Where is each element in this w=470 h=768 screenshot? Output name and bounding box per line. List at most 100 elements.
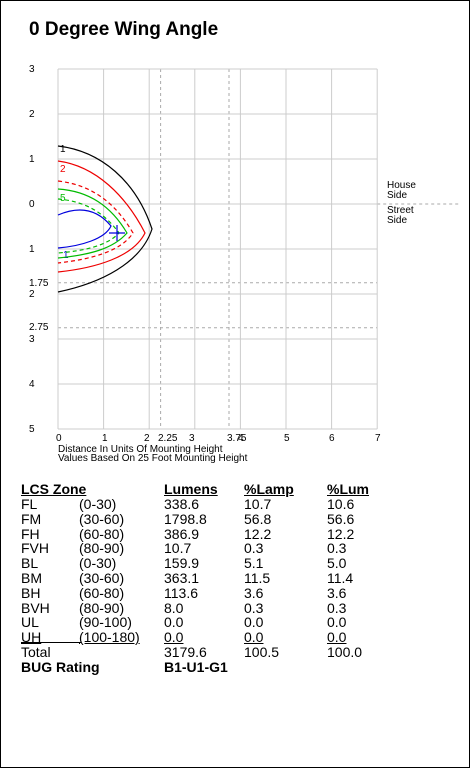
y-label: 2.75	[29, 322, 49, 333]
table-cell: 11.4	[327, 570, 354, 586]
table-cell: 0.0	[327, 614, 347, 631]
y-label: 2	[29, 289, 35, 300]
y-label: 5	[29, 424, 35, 435]
table-cell: 363.1	[164, 570, 200, 586]
curve-label: 1	[60, 144, 66, 155]
table-cell: 386.9	[164, 525, 200, 542]
table-cell: 3.6	[244, 584, 264, 601]
total-cell: 100.5	[244, 644, 280, 660]
y-label: 1.75	[29, 278, 49, 289]
y-label: 3	[29, 334, 35, 345]
table-cell: 56.6	[327, 510, 355, 527]
table-cell: FM	[21, 510, 42, 527]
table-cell: 5.1	[244, 555, 264, 572]
table-cell: BM	[21, 570, 42, 586]
table-cell: (60-80)	[79, 584, 125, 601]
table-cell: 0.3	[327, 599, 347, 616]
table-cell: 12.2	[244, 525, 272, 542]
y-label: 2	[29, 109, 35, 120]
table-cell: 10.7	[164, 540, 192, 557]
table-cell: (100-180)	[79, 629, 140, 646]
total-cell: 3179.6	[164, 644, 207, 660]
table-cell: 113.6	[164, 584, 198, 601]
table-cell: FL	[21, 496, 38, 512]
street-side: Street Side	[387, 205, 414, 226]
x-label: 2	[144, 433, 150, 444]
table-cell: 10.7	[244, 496, 272, 512]
table-cell: 0.0	[327, 629, 347, 646]
contour	[57, 188, 128, 259]
title: 0 Degree Wing Angle	[29, 19, 219, 40]
x-label: 3.75	[227, 433, 247, 444]
table-cell: (80-90)	[79, 540, 125, 557]
table-cell: (0-30)	[79, 555, 117, 572]
table-cell: 3.6	[327, 584, 347, 601]
table-cell: FVH	[21, 540, 49, 557]
table-cell: (80-90)	[79, 599, 125, 616]
y-label: 3	[29, 64, 35, 75]
table-header: LCS Zone	[21, 481, 87, 497]
table-cell: (30-60)	[79, 510, 125, 527]
rule-line	[21, 642, 81, 643]
table-cell: 0.3	[244, 540, 264, 557]
contours	[57, 145, 153, 293]
contour	[57, 160, 146, 273]
table-cell: (90-100)	[79, 614, 132, 631]
contour	[57, 145, 153, 293]
x-label: 3	[189, 433, 195, 444]
table-cell: BVH	[21, 599, 50, 616]
x-label: 0	[56, 433, 62, 444]
house-side: House Side	[387, 180, 416, 201]
table-cell: (30-60)	[79, 570, 125, 586]
table-cell: 11.5	[244, 570, 271, 586]
table-cell: 10.6	[327, 496, 355, 512]
table-cell: 0.0	[164, 629, 184, 646]
y-label: 0	[29, 199, 35, 210]
table-cell: (0-30)	[79, 496, 117, 512]
x-label: 7	[375, 433, 381, 444]
table-cell: BL	[21, 555, 39, 572]
bug-cell: BUG Rating	[21, 659, 100, 675]
table-cell: 0.3	[327, 540, 347, 557]
curve-label: 5	[60, 193, 66, 204]
table-cell: BH	[21, 584, 41, 601]
table-cell: 56.8	[244, 510, 272, 527]
x-label: 1	[102, 433, 108, 444]
max-point	[109, 225, 125, 241]
total-cell: Total	[21, 644, 51, 660]
table-cell: 159.9	[164, 555, 200, 572]
table-cell: 0.0	[164, 614, 184, 631]
table-cell: 0.3	[244, 599, 264, 616]
table-cell: 5.0	[327, 555, 347, 572]
table-header: Lumens	[164, 481, 218, 497]
curve-label: 2	[60, 164, 66, 175]
table-cell: (60-80)	[79, 525, 125, 542]
contour	[57, 209, 112, 249]
y-label: 1	[29, 244, 35, 255]
bug-cell: B1-U1-G1	[164, 659, 228, 675]
x-label: 4	[238, 433, 244, 444]
table-cell: UL	[21, 614, 39, 631]
y-label: 1	[29, 154, 35, 165]
total-cell: 100.0	[327, 644, 363, 660]
table-cell: 0.0	[244, 614, 264, 631]
contour	[57, 198, 120, 254]
table-cell: 1798.8	[164, 510, 207, 527]
x-label: 2.25	[158, 433, 178, 444]
note: Values Based On 25 Foot Mounting Height	[58, 453, 248, 464]
table-cell: 0.0	[244, 629, 264, 646]
table-cell: 8.0	[164, 599, 184, 616]
table-cell: FH	[21, 525, 40, 542]
contour	[57, 180, 134, 264]
note: Distance In Units Of Mounting Height	[58, 444, 223, 455]
table-cell: 12.2	[327, 525, 355, 542]
x-label: 5	[284, 433, 290, 444]
y-label: 4	[29, 379, 35, 390]
table-header: %Lum	[327, 481, 369, 497]
curve-label: 1	[63, 250, 69, 261]
x-label: 6	[329, 433, 335, 444]
table-cell: 338.6	[164, 496, 200, 512]
table-cell: UH	[21, 629, 42, 646]
